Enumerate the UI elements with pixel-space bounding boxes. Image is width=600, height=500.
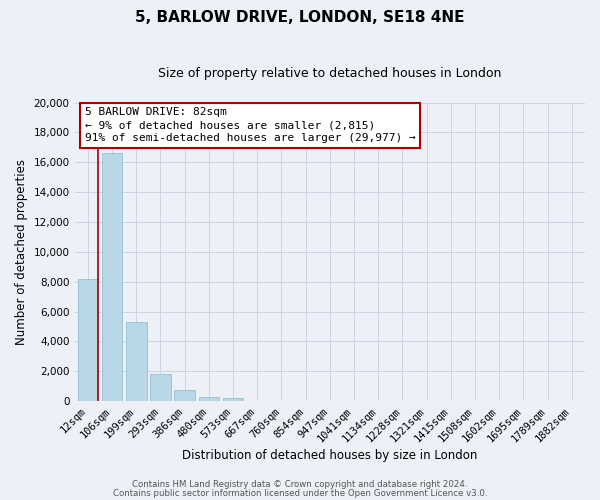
Bar: [126, 322, 146, 401]
Bar: [223, 398, 243, 401]
Text: 5 BARLOW DRIVE: 82sqm
← 9% of detached houses are smaller (2,815)
91% of semi-de: 5 BARLOW DRIVE: 82sqm ← 9% of detached h…: [85, 107, 416, 144]
Bar: [199, 397, 219, 401]
Text: 5, BARLOW DRIVE, LONDON, SE18 4NE: 5, BARLOW DRIVE, LONDON, SE18 4NE: [135, 10, 465, 25]
Bar: [77, 278, 98, 401]
Y-axis label: Number of detached properties: Number of detached properties: [15, 159, 28, 345]
Bar: [150, 374, 171, 401]
Text: Contains public sector information licensed under the Open Government Licence v3: Contains public sector information licen…: [113, 488, 487, 498]
Title: Size of property relative to detached houses in London: Size of property relative to detached ho…: [158, 68, 502, 80]
Bar: [102, 154, 122, 401]
Text: Contains HM Land Registry data © Crown copyright and database right 2024.: Contains HM Land Registry data © Crown c…: [132, 480, 468, 489]
Bar: [175, 390, 195, 401]
X-axis label: Distribution of detached houses by size in London: Distribution of detached houses by size …: [182, 450, 478, 462]
